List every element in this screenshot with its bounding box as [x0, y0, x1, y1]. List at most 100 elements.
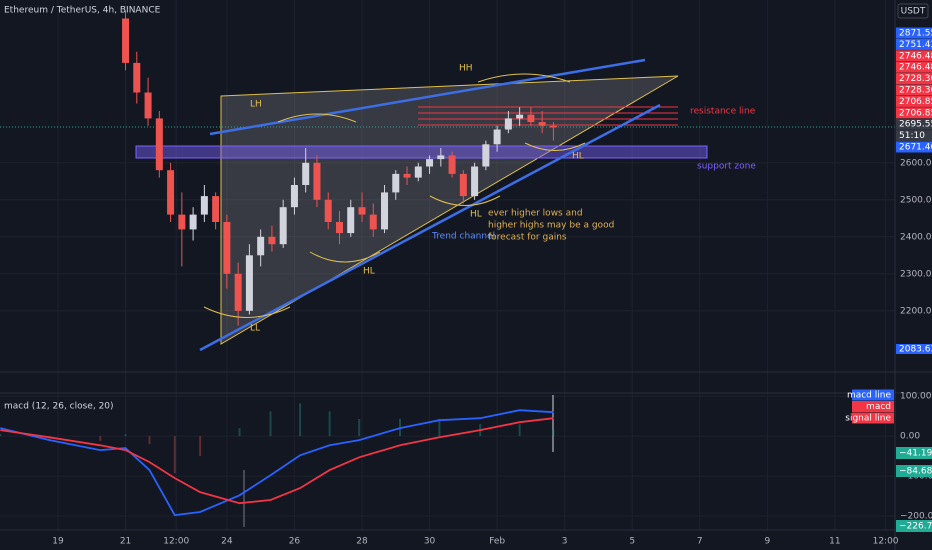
- legend-label: signal line: [845, 414, 891, 424]
- axis-pill: [852, 389, 894, 401]
- histogram-bar: [148, 436, 151, 445]
- candle-body: [538, 122, 546, 126]
- candle-body: [122, 18, 130, 63]
- candle-body: [313, 162, 321, 200]
- candle-body: [200, 196, 208, 215]
- axis-pill: [896, 447, 932, 459]
- candle-body: [504, 118, 512, 130]
- arc: [203, 306, 291, 318]
- candle-body: [358, 207, 366, 215]
- histogram-bar: [358, 418, 361, 437]
- axis-labels: 2200.00 2300.00 2400.00 2500.00 2600.00 100.0…: [52, 27, 932, 547]
- price-pill: [896, 38, 932, 50]
- candles: [122, 11, 557, 326]
- candle-body: [403, 173, 411, 178]
- price-pill: [896, 130, 932, 142]
- x-tick-label: 5: [629, 537, 635, 547]
- label-hh: HH: [459, 64, 473, 74]
- label-hl: HL: [363, 267, 375, 277]
- histogram-bar: [173, 436, 176, 474]
- histogram-bar: [552, 430, 555, 437]
- candle-body: [178, 214, 186, 230]
- histogram-bar: [299, 403, 302, 437]
- candle-body: [212, 196, 220, 222]
- axis-value-label: −41.19: [899, 449, 932, 459]
- price-label: 2871.55: [899, 29, 932, 39]
- candle-body: [448, 155, 456, 174]
- price-label: 2706.85: [899, 108, 932, 118]
- y-tick-label: 2300.00: [900, 269, 932, 279]
- axis-pill: [852, 401, 894, 412]
- label-support: support zone: [697, 162, 756, 172]
- candle-body: [189, 214, 197, 230]
- candle-body: [471, 166, 479, 197]
- macd-series-line: [0, 417, 554, 505]
- x-tick-label: 12:00: [163, 537, 189, 547]
- histogram-bar: [124, 434, 127, 437]
- support-zone-rect: [135, 145, 708, 159]
- annotations: HH LH LL HL HL HL resistance line suppor…: [250, 64, 756, 334]
- candle-body: [527, 114, 535, 123]
- candle-body: [133, 62, 141, 93]
- candle-body: [268, 236, 276, 245]
- histogram-bar: [238, 428, 241, 437]
- y-tick-label: 2200.00: [900, 306, 932, 316]
- candle-body: [549, 125, 557, 128]
- histogram-bar: [199, 436, 202, 457]
- x-tick-label: 9: [764, 537, 770, 547]
- price-pill: [896, 50, 932, 62]
- y-tick-label: 0.00: [900, 432, 920, 442]
- candle-body: [223, 222, 231, 274]
- price-pill: [896, 344, 932, 354]
- x-tick-label: Feb: [489, 537, 505, 547]
- candle-body: [437, 155, 445, 160]
- price-pill: [896, 118, 932, 130]
- price-label: 2728.36: [899, 86, 932, 96]
- candle-body: [234, 273, 242, 311]
- price-pill: [896, 107, 932, 119]
- candle-body: [167, 170, 175, 215]
- price-pill: [896, 141, 932, 153]
- histogram-bar: [438, 418, 441, 437]
- macd-pane: [0, 403, 555, 517]
- arc: [309, 251, 381, 263]
- axis-value-label: −84.68: [899, 467, 932, 477]
- lower-trend-line: [199, 103, 661, 352]
- candle-body: [459, 173, 467, 197]
- candle-body: [516, 114, 524, 119]
- candle-body: [493, 129, 501, 145]
- candle-body: [279, 207, 287, 245]
- price-label: 2746.48: [899, 51, 932, 61]
- x-tick-label: 7: [697, 537, 703, 547]
- candle-body: [257, 236, 265, 256]
- x-tick-label: 12:00: [873, 537, 899, 547]
- candle-body: [245, 255, 253, 311]
- symbol-title: Ethereum / TetherUS, 4h, BINANCE: [4, 6, 161, 16]
- price-pill: [896, 95, 932, 107]
- x-tick-label: 3: [562, 537, 568, 547]
- x-tick-label: 11: [829, 537, 840, 547]
- histogram-bar: [328, 411, 331, 437]
- price-label: 2083.63: [899, 345, 932, 355]
- x-tick-label: 26: [289, 537, 301, 547]
- x-tick-label: 24: [221, 537, 233, 547]
- histogram-bar: [0, 434, 2, 437]
- price-label: 51:10: [899, 131, 925, 141]
- candle-body: [302, 162, 310, 185]
- upper-trend-line: [209, 58, 646, 136]
- price-label: 2695.55: [899, 120, 932, 130]
- note-line: forecast for gains: [488, 233, 567, 243]
- arc: [429, 195, 501, 206]
- axis-pill: [852, 412, 894, 424]
- histogram-bar: [99, 436, 102, 441]
- price-pill: [896, 27, 932, 39]
- macd-title: macd (12, 26, close, 20): [4, 402, 114, 412]
- x-tick-label: 19: [52, 537, 64, 547]
- price-label: 2671.46: [899, 143, 932, 153]
- note-line: ever higher lows and: [488, 209, 583, 219]
- candle-body: [144, 92, 152, 119]
- label-hl: HL: [470, 210, 482, 220]
- label-channel: Trend channel: [431, 232, 495, 242]
- x-tick-label: 30: [424, 537, 436, 547]
- price-label: 2746.48: [899, 63, 932, 73]
